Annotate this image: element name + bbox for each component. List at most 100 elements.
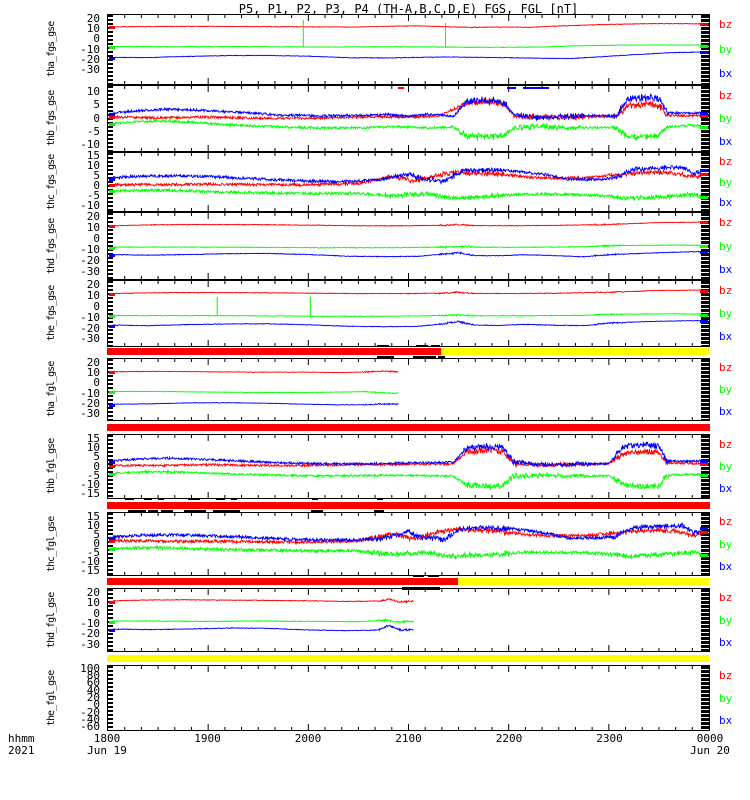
legend-by-thc_fgs_gse: by — [719, 176, 733, 189]
panel-thd_fgs_gse — [107, 212, 710, 280]
trace-bx-thd_fgl_gse — [108, 624, 414, 633]
y-tick-label: -10 — [80, 477, 100, 491]
panel-ylabel-thb_fgl_gse: thb_fgl_gse — [46, 438, 57, 495]
trace-left-edge-mark-by — [109, 190, 115, 194]
panel-tha_fgl_gse — [107, 358, 710, 421]
legend-bz-tha_fgs_gse: bz — [719, 18, 733, 32]
y-tick-label: 10 — [86, 596, 100, 610]
right-axis-minor-ticks-thb_fgs_gse — [701, 86, 709, 151]
legend-bz-the_fgl_gse: bz — [719, 668, 733, 682]
trace-left-edge-mark-bz — [109, 26, 115, 30]
right-axis-minor-ticks-tha_fgl_gse — [701, 359, 709, 420]
y-tick-label: 0 — [93, 32, 100, 46]
flag-mark-6 — [402, 587, 441, 590]
y-tick-label: 60 — [86, 676, 100, 690]
trace-by-tha_fgl_gse — [108, 390, 399, 395]
trace-bz-thb_fgl_gse — [108, 446, 709, 469]
x-tick-label-0000: 0000 — [696, 732, 724, 745]
flag-mark-4 — [374, 510, 385, 512]
quality-bar-2 — [107, 502, 710, 509]
trace-right-edge-mark-by — [700, 474, 708, 478]
flag-mark-3 — [144, 498, 153, 500]
y-tick-label: 0 — [93, 698, 100, 712]
right-axis-minor-ticks-tha_fgs_gse — [701, 15, 709, 84]
y-tick-label: 20 — [86, 12, 100, 26]
trace-bx-the_fgs_gse — [108, 319, 709, 328]
y-tick-label: -20 — [80, 705, 100, 719]
x-axis-format-label: hhmm — [8, 732, 35, 745]
panel-ylabel-thb_fgs_gse: thb_fgs_gse — [46, 90, 57, 147]
trace-right-edge-mark-by — [700, 125, 708, 129]
legend-by-thb_fgs_gse: by — [719, 112, 733, 126]
y-tick-label: -20 — [80, 396, 100, 410]
y-tick-label: 20 — [86, 278, 100, 292]
trace-by-tha_fgs_gse — [108, 44, 709, 49]
trace-left-edge-mark-by — [109, 123, 115, 127]
y-tick-label: 15 — [86, 149, 100, 162]
panel-ylabel-thd_fgs_gse: thd_fgs_gse — [46, 218, 57, 274]
trace-right-edge-mark-bz — [700, 173, 708, 177]
legend-bx-the_fgs_gse: bx — [719, 329, 733, 343]
panel-svg-thb_fgs_gse — [108, 86, 709, 151]
y-tick-label: 10 — [86, 221, 100, 235]
quality-bar-4 — [107, 655, 710, 662]
legend-bz-thd_fgl_gse: bz — [719, 591, 733, 605]
flag-mark-3 — [312, 498, 319, 500]
y-tick-label: -5 — [86, 189, 100, 202]
trace-by-the_fgs_gse — [108, 312, 709, 318]
legend-bx-tha_fgl_gse: bx — [719, 404, 733, 418]
panel-thd_fgl_gse — [107, 588, 710, 652]
legend-by-thd_fgl_gse: by — [719, 613, 733, 627]
y-tick-label: 20 — [86, 691, 100, 704]
y-tick-label: 0 — [93, 459, 100, 473]
y-tick-label: 10 — [86, 441, 100, 455]
y-tick-label: -15 — [80, 563, 100, 577]
trace-left-edge-mark-bx — [109, 536, 115, 540]
right-axis-minor-ticks-thb_fgl_gse — [701, 435, 709, 498]
y-tick-label: 15 — [86, 432, 100, 446]
y-tick-label: -30 — [80, 62, 100, 76]
trace-right-edge-mark-bx — [700, 51, 708, 55]
legend-bx-thc_fgl_gse: bx — [719, 559, 733, 573]
legend-by-thc_fgl_gse: by — [719, 537, 733, 551]
y-tick-label: -10 — [80, 199, 100, 212]
quality-bar-3 — [457, 578, 710, 585]
y-tick-label: 0 — [93, 606, 100, 620]
y-tick-label: -15 — [80, 486, 100, 500]
trace-left-edge-mark-by — [109, 46, 115, 50]
panel-ylabel-tha_fgl_gse: tha_fgl_gse — [46, 361, 57, 418]
flag-mark-4 — [148, 510, 159, 512]
panel-tha_fgs_gse — [107, 14, 710, 85]
legend-by-thd_fgs_gse: by — [719, 239, 733, 253]
panel-thb_fgl_gse — [107, 434, 710, 499]
y-tick-label: 20 — [86, 586, 100, 600]
right-axis-minor-ticks-thd_fgl_gse — [701, 589, 709, 651]
y-tick-label: 15 — [86, 510, 100, 524]
trace-bx-thd_fgs_gse — [108, 250, 709, 258]
flag-mark-5 — [428, 575, 439, 577]
flag-mark-4 — [161, 510, 174, 512]
right-axis-minor-ticks-thc_fgs_gse — [701, 153, 709, 211]
trace-bx-thc_fgl_gse — [108, 521, 709, 544]
trace-right-edge-mark-by — [700, 196, 708, 200]
quality-bar-0 — [441, 348, 710, 355]
legend-by-tha_fgs_gse: by — [719, 42, 733, 56]
y-tick-label: 5 — [93, 169, 100, 182]
trace-by-thc_fgl_gse — [108, 544, 709, 561]
trace-left-edge-mark-bz — [109, 540, 115, 544]
y-tick-label: 100 — [80, 661, 100, 675]
trace-left-edge-mark-by — [109, 246, 115, 250]
y-tick-label: -5 — [86, 468, 100, 482]
panel-thb_fgs_gse — [107, 85, 710, 152]
trace-bz-tha_fgs_gse — [108, 22, 709, 29]
quality-bar-0 — [107, 348, 442, 355]
y-tick-label: 5 — [93, 98, 100, 112]
left-axis-minor-ticks-the_fgl_gse — [108, 666, 113, 730]
trace-bx-thb_fgl_gse — [108, 441, 709, 468]
trace-bx-tha_fgl_gse — [108, 401, 399, 406]
panel-svg-tha_fgs_gse — [108, 15, 709, 84]
right-axis-minor-ticks-thc_fgl_gse — [701, 513, 709, 575]
trace-left-edge-mark-by — [109, 390, 115, 394]
legend-by-the_fgs_gse: by — [719, 307, 733, 321]
